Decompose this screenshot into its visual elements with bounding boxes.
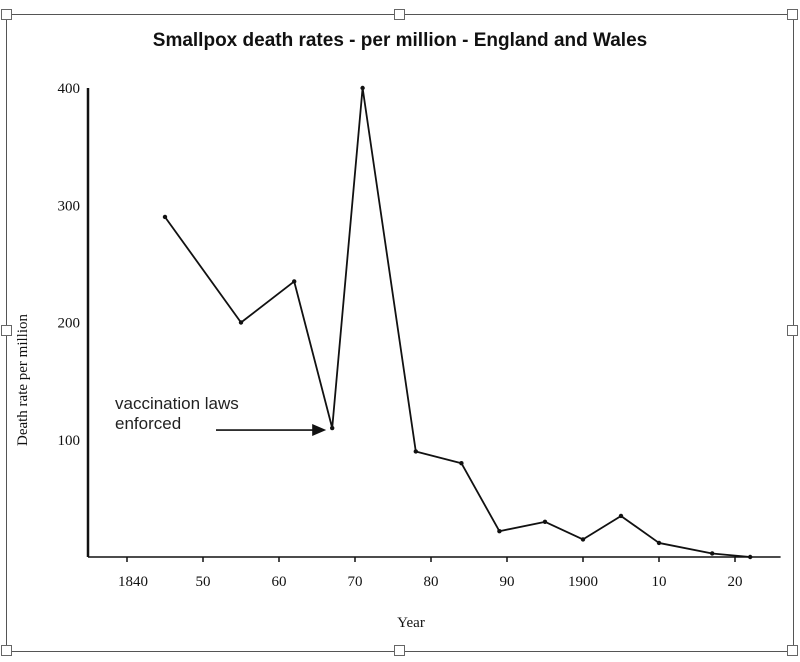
x-tick-label: 20 (728, 574, 743, 590)
data-point (656, 540, 662, 546)
x-tick-label: 1900 (568, 574, 598, 590)
data-point (162, 214, 168, 220)
x-tick-label: 50 (196, 574, 211, 590)
x-axis-label: Year (397, 615, 425, 631)
resize-handle-tl[interactable] (1, 9, 12, 20)
annotation-text: enforced (115, 414, 181, 433)
resize-handle-mr[interactable] (787, 325, 798, 336)
data-point (330, 425, 335, 431)
x-tick-label: 1840 (118, 574, 148, 590)
resize-handle-br[interactable] (787, 645, 798, 656)
y-tick-label: 300 (58, 198, 81, 214)
y-axis-label: Death rate per million (15, 313, 31, 446)
resize-handle-bm[interactable] (394, 645, 405, 656)
y-tick-label: 100 (58, 433, 81, 449)
y-tick-label: 200 (58, 316, 81, 332)
data-point (292, 279, 297, 284)
data-point (459, 461, 464, 466)
series-line (164, 87, 751, 558)
annotation-text: vaccination laws (115, 394, 239, 413)
data-point (748, 554, 753, 560)
data-point (542, 519, 548, 525)
x-tick-label: 90 (500, 574, 515, 590)
annotation-arrow-head (312, 424, 327, 437)
resize-handle-tr[interactable] (787, 9, 798, 20)
data-point (710, 551, 715, 556)
data-point (580, 537, 586, 542)
x-tick-label: 80 (424, 574, 439, 590)
data-point (238, 320, 244, 325)
data-point (413, 449, 418, 454)
data-point (497, 529, 502, 534)
x-tick-label: 60 (272, 574, 287, 590)
data-point (618, 513, 624, 519)
resize-handle-ml[interactable] (1, 325, 12, 336)
chart-title: Smallpox death rates - per million - Eng… (152, 30, 648, 51)
resize-handle-bl[interactable] (1, 645, 12, 656)
x-tick-label: 70 (348, 574, 363, 590)
data-point (360, 85, 365, 91)
x-tick-label: 10 (652, 574, 667, 590)
resize-handle-tm[interactable] (394, 9, 405, 20)
y-tick-label: 400 (58, 81, 81, 97)
